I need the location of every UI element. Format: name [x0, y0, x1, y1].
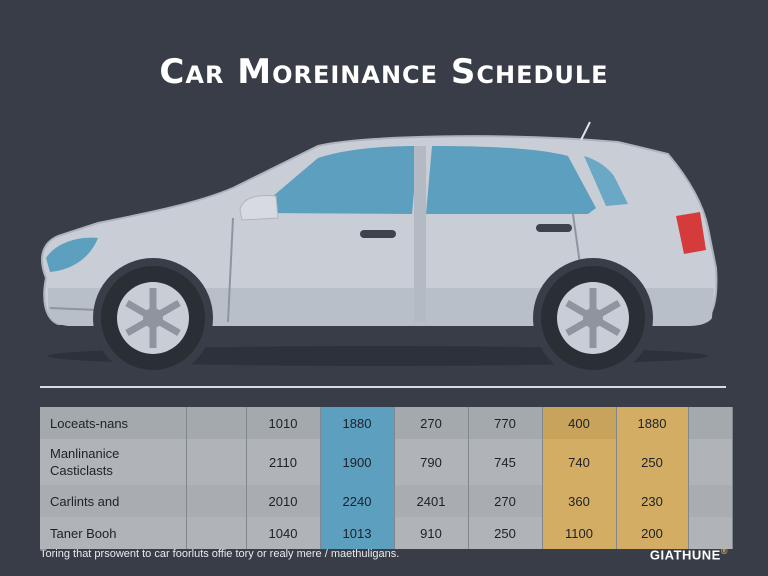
- table-cell: 250: [468, 517, 543, 549]
- taillight: [676, 212, 706, 254]
- rear-window: [426, 146, 596, 214]
- table-cell: 270: [468, 485, 543, 517]
- table-cell: 910: [394, 517, 469, 549]
- b-pillar: [414, 146, 426, 322]
- table-cell: [186, 439, 247, 485]
- table-row: Taner Booh 1040 1013 910 250 1100 200: [40, 517, 733, 549]
- row-label: Carlints and: [40, 485, 187, 517]
- table-row: Loceats-nans 1010 1880 270 770 400 1880: [40, 407, 733, 439]
- table-cell: 250: [616, 439, 689, 485]
- rear-wheel: [541, 266, 645, 370]
- front-wheel: [101, 266, 205, 370]
- table-cell: [688, 407, 733, 439]
- footer-note: Toring that prsowent to car foorluts off…: [40, 548, 400, 560]
- table-cell: 270: [394, 407, 469, 439]
- headlight: [46, 237, 98, 272]
- table-cell: 400: [542, 407, 617, 439]
- maintenance-table: Loceats-nans 1010 1880 270 770 400 1880 …: [40, 407, 733, 549]
- table-cell: [186, 485, 247, 517]
- table-cell: [688, 439, 733, 485]
- rear-door-handle: [536, 224, 572, 232]
- table-cell: 1880: [616, 407, 689, 439]
- antenna: [580, 121, 591, 141]
- table-cell: 770: [468, 407, 543, 439]
- table-cell: 2010: [246, 485, 321, 517]
- page-title: Car Moreinance Schedule: [159, 52, 609, 92]
- table-cell: 1040: [246, 517, 321, 549]
- table-cell: 1880: [320, 407, 395, 439]
- row-label: Loceats-nans: [40, 407, 187, 439]
- table-cell: 2240: [320, 485, 395, 517]
- table-cell: [688, 517, 733, 549]
- table-cell: 1013: [320, 517, 395, 549]
- table-cell: 2401: [394, 485, 469, 517]
- table-cell: 230: [616, 485, 689, 517]
- table-cell: 360: [542, 485, 617, 517]
- side-mirror: [239, 195, 279, 221]
- table-cell: 1100: [542, 517, 617, 549]
- row-label: Taner Booh: [40, 517, 187, 549]
- table-cell: 745: [468, 439, 543, 485]
- car-illustration: [41, 121, 718, 378]
- front-window: [253, 146, 418, 214]
- brand-logo: GIATHUNE®: [650, 546, 728, 562]
- brand-name: GIATHUNE: [649, 547, 721, 563]
- divider: [40, 386, 726, 388]
- table-cell: 790: [394, 439, 469, 485]
- table-cell: 200: [616, 517, 689, 549]
- quarter-window: [584, 156, 628, 206]
- table-cell: [186, 517, 247, 549]
- row-label: Manlinanice Casticlasts: [40, 439, 187, 485]
- front-door-handle: [360, 230, 396, 238]
- table-cell: [186, 407, 247, 439]
- table-cell: 1010: [246, 407, 321, 439]
- table-cell: 2110: [246, 439, 321, 485]
- table-cell: 1900: [320, 439, 395, 485]
- brand-mark: ®: [720, 546, 728, 556]
- table-row: Carlints and 2010 2240 2401 270 360 230: [40, 485, 733, 517]
- table-row: Manlinanice Casticlasts 2110 1900 790 74…: [40, 439, 733, 485]
- table-cell: 740: [542, 439, 617, 485]
- table-cell: [688, 485, 733, 517]
